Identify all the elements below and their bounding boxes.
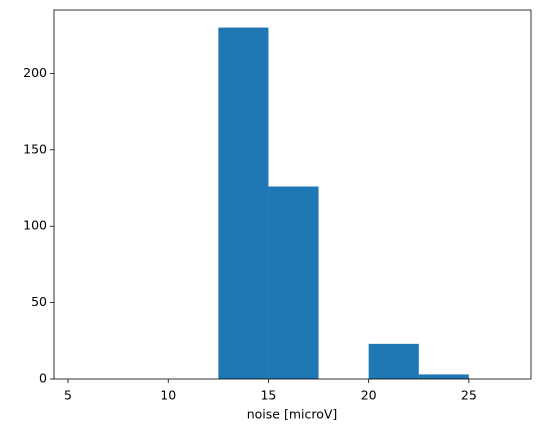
y-tick-label: 100 <box>23 218 47 233</box>
axes-frame <box>53 9 532 380</box>
y-tick-label: 200 <box>23 65 47 80</box>
x-tick-label: 25 <box>461 388 477 403</box>
bar <box>268 186 319 379</box>
bar <box>418 374 469 379</box>
y-tick-label: 50 <box>31 294 47 309</box>
x-tick-label: 20 <box>361 388 377 403</box>
y-tick-label: 150 <box>23 141 47 156</box>
x-tick-label: 5 <box>64 388 72 403</box>
bar <box>218 27 269 379</box>
x-tick-label: 10 <box>160 388 176 403</box>
x-axis-label: noise [microV] <box>247 407 338 422</box>
bar <box>368 343 419 379</box>
y-tick-label: 0 <box>39 371 47 386</box>
x-tick-label: 15 <box>260 388 276 403</box>
